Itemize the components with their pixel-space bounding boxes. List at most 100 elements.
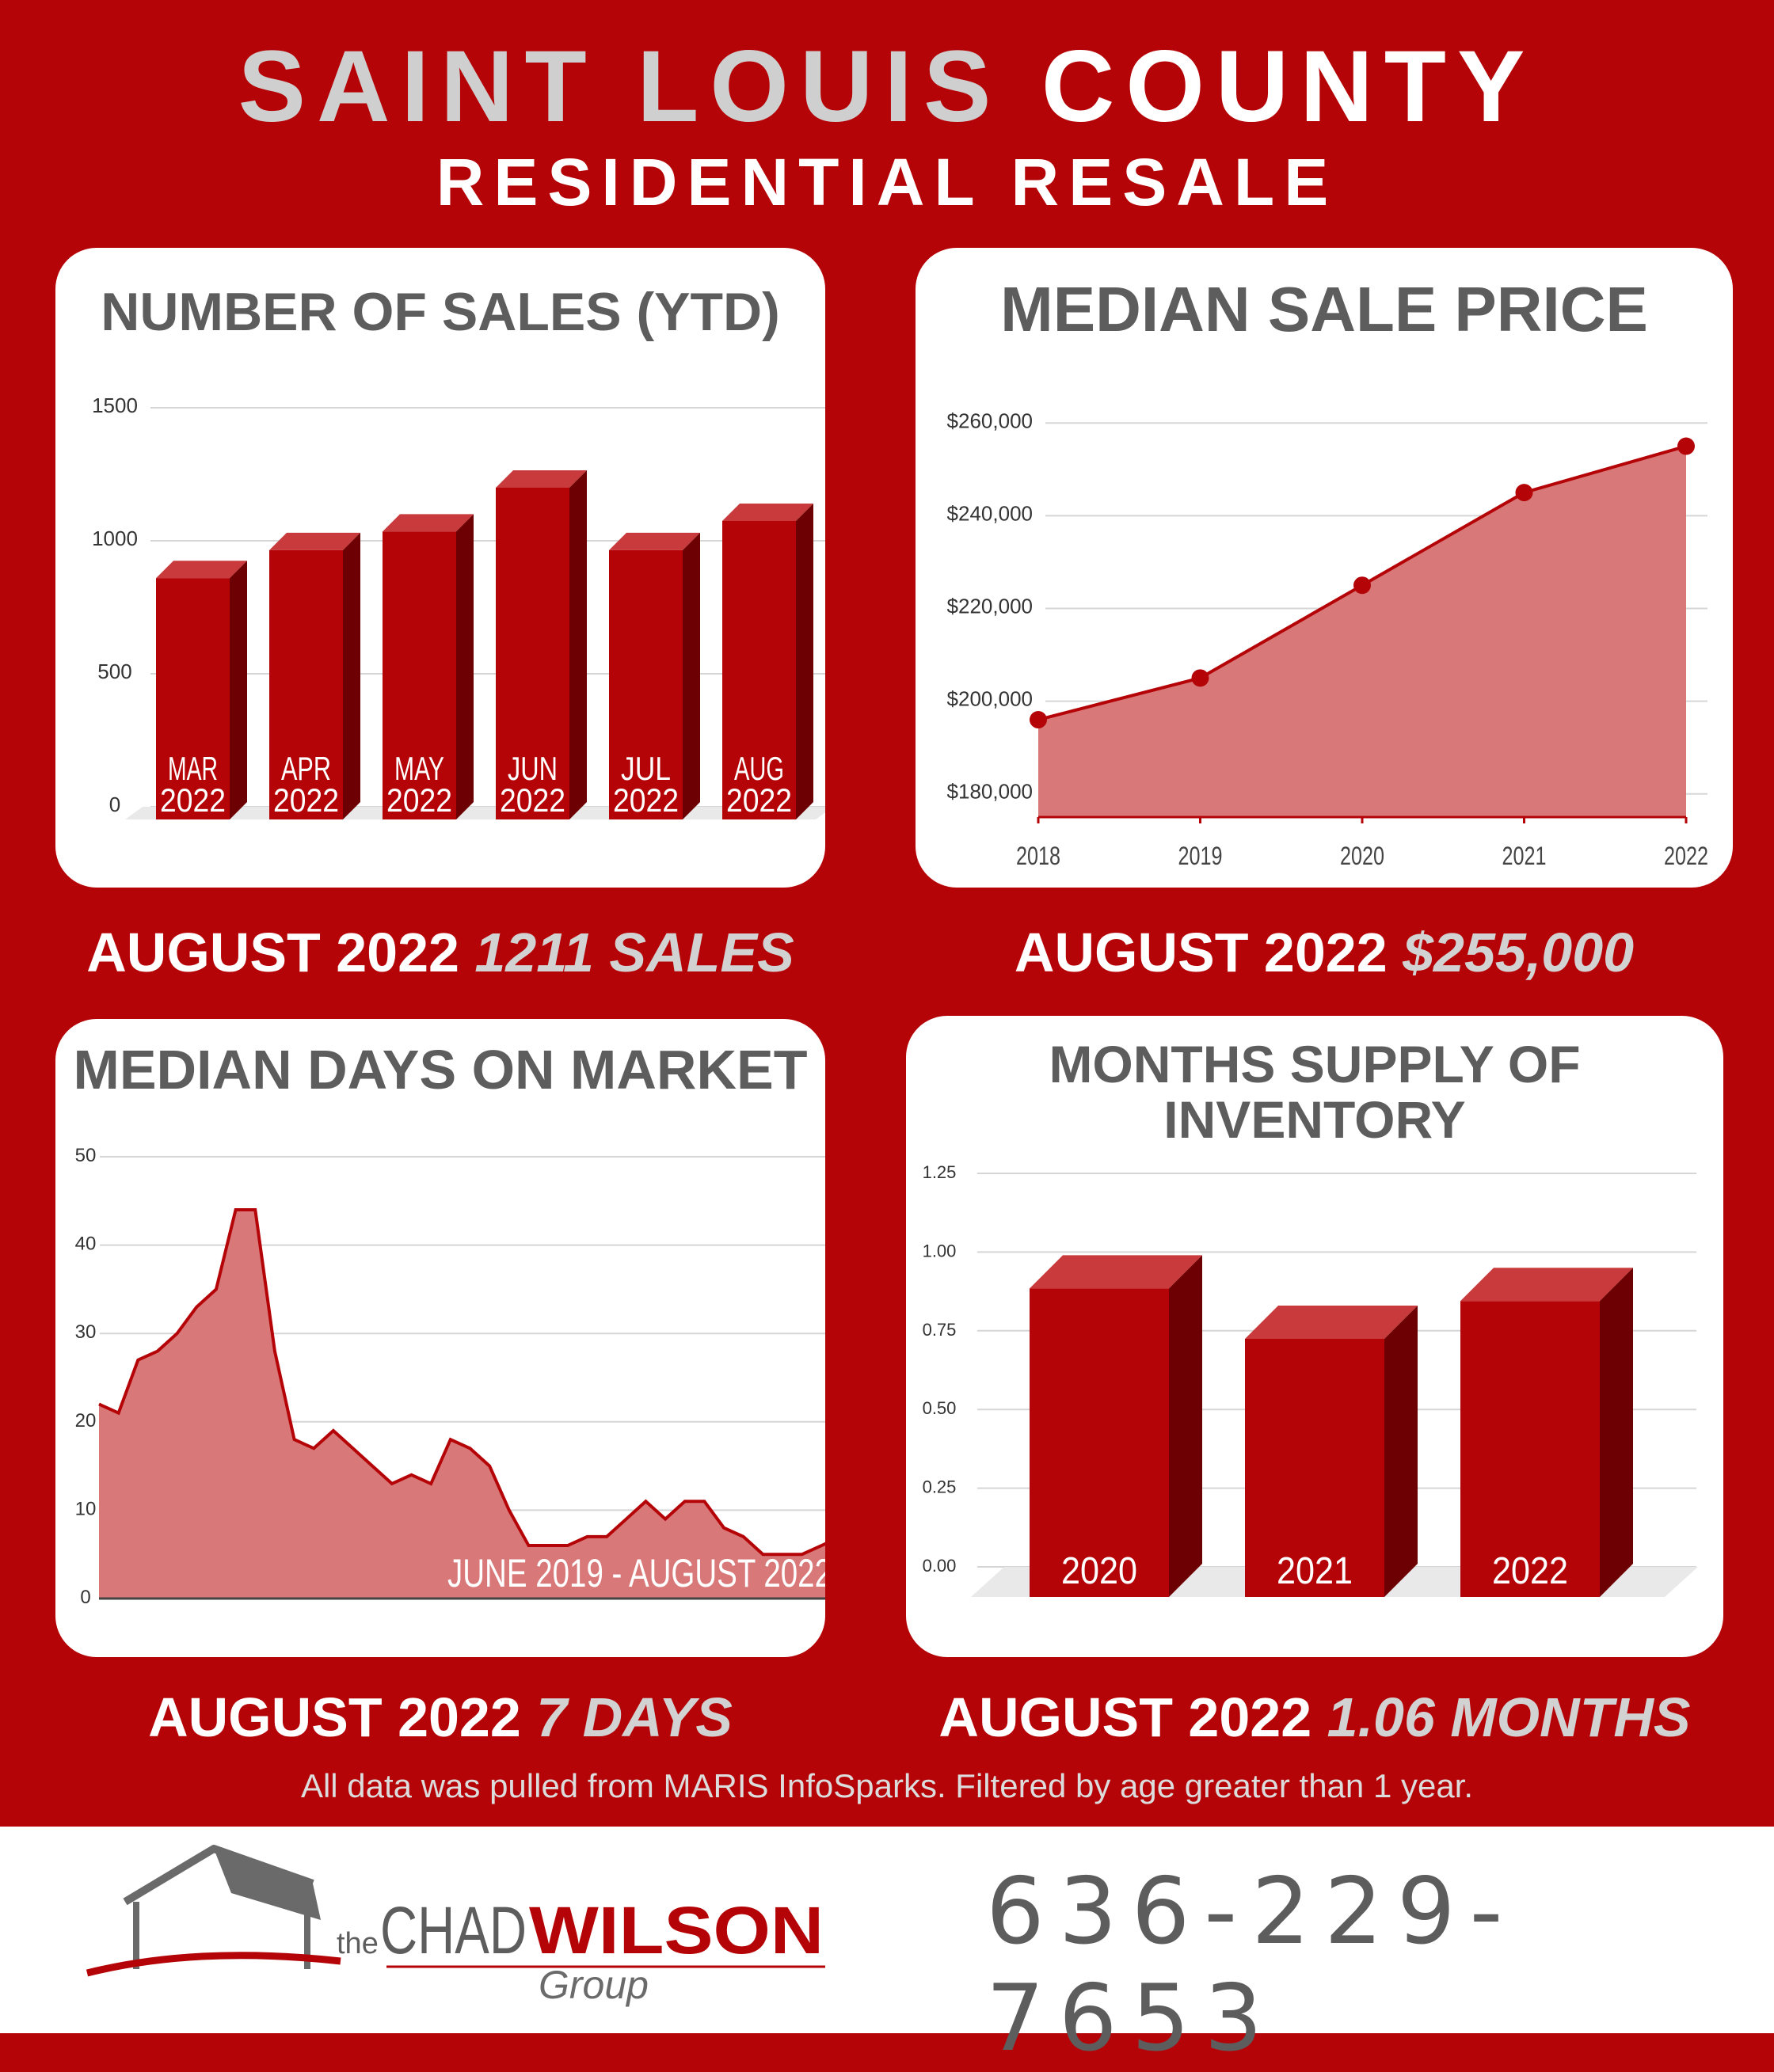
y-tick-label: $220,000 [947, 595, 1033, 618]
bar-top [269, 532, 360, 550]
bar [609, 549, 683, 819]
title-part1: SAINT LOUIS [238, 30, 1003, 143]
data-point [1191, 669, 1209, 687]
bar-label: 2022 [160, 781, 226, 819]
page-title: SAINT LOUIS COUNTY [0, 32, 1774, 143]
y-tick-label: 0.50 [923, 1398, 957, 1418]
price-chart: $180,000 $200,000 $220,000 $240,000 $260,000… [947, 409, 1708, 870]
bar [269, 549, 343, 819]
bar-label: MAY [394, 750, 444, 787]
supply-panel-title: MONTHS SUPPLY OF INVENTORY [906, 1036, 1723, 1147]
logo-wilson: WILSON [529, 1893, 824, 1967]
bar-top [383, 514, 474, 532]
bar-label: 2020 [1061, 1550, 1137, 1592]
bar [1030, 1288, 1169, 1597]
bar-side [796, 503, 813, 819]
bar-top [1030, 1255, 1202, 1289]
data-point [1515, 484, 1533, 502]
days-chart: 0 10 20 30 40 50 JUNE 2019 - AUGUST 2022 [75, 1145, 825, 1608]
sales-chart: 050010001500MAR2022APR2022MAY2022JUN2022… [92, 393, 825, 819]
y-tick-label: 40 [75, 1234, 97, 1255]
sales-summary-date: AUGUST 2022 [86, 922, 459, 983]
y-tick-label: 1500 [92, 393, 138, 417]
bar-top [156, 561, 247, 579]
x-tick-label: 2019 [1178, 842, 1223, 870]
bar [1460, 1301, 1600, 1597]
x-tick-label: 2020 [1340, 842, 1384, 870]
supply-summary-date: AUGUST 2022 [938, 1686, 1312, 1748]
supply-chart: 0.00 0.25 0.50 0.75 1.00 1.25 2020 2021 2022 [923, 1162, 1698, 1597]
y-tick-label: 1.00 [923, 1241, 957, 1260]
x-tick-label: 2022 [1664, 842, 1708, 870]
bar-side [343, 532, 360, 819]
footnote: All data was pulled from MARIS InfoSpark… [300, 1767, 1474, 1804]
bar-label: 2022 [726, 781, 792, 819]
y-tick-label: 500 [97, 660, 131, 683]
phone-number[interactable]: 636-229-7653 [986, 1858, 1517, 2072]
bar-top [722, 503, 813, 521]
house-icon [86, 1845, 341, 1977]
days-summary-value: 7 DAYS [536, 1686, 733, 1748]
logo-group: Group [539, 1963, 649, 2007]
series-line [98, 1207, 825, 1557]
footer: the CHAD WILSON Group 636-229-7653 [0, 1827, 1774, 2072]
y-tick-label: 50 [75, 1145, 97, 1166]
y-tick-label: $240,000 [947, 501, 1033, 525]
x-tick-label: 2018 [1016, 842, 1060, 870]
bar-side [569, 470, 587, 819]
bar-label: 2022 [1492, 1550, 1568, 1592]
bar-top [1460, 1268, 1633, 1302]
y-tick-label: $200,000 [947, 687, 1033, 711]
bar-label: APR [281, 750, 331, 787]
sales-panel-title: NUMBER OF SALES (YTD) [101, 282, 780, 342]
price-summary-date: AUGUST 2022 [1014, 922, 1388, 983]
x-tick-label: 2021 [1502, 842, 1547, 870]
days-panel-title: MEDIAN DAYS ON MARKET [73, 1039, 808, 1101]
page-subtitle: RESIDENTIAL RESALE [436, 145, 1338, 219]
bar [383, 531, 456, 819]
area-fill [1038, 446, 1686, 817]
y-tick-label: $180,000 [947, 780, 1033, 804]
bar [722, 520, 796, 819]
y-tick-label: 20 [75, 1410, 97, 1431]
price-summary-value: $255,000 [1403, 922, 1635, 983]
y-tick-label: 1000 [92, 527, 138, 550]
bar [1245, 1338, 1384, 1597]
bar-side [1600, 1268, 1633, 1597]
y-tick-label: 1.25 [923, 1162, 957, 1182]
area-fill [99, 1209, 825, 1599]
supply-panel: MONTHS SUPPLY OF INVENTORY 0.00 0.25 0.50 0… [906, 1016, 1723, 1657]
bar-side [230, 561, 247, 819]
y-tick-label: 0.25 [923, 1477, 957, 1497]
data-point [1677, 437, 1695, 455]
bar [496, 487, 569, 819]
data-point [1030, 711, 1047, 729]
sales-summary: AUGUST 2022 1211 SALES [55, 921, 825, 984]
bar-label: AUG [734, 750, 784, 787]
logo-chad: CHAD [380, 1893, 527, 1967]
bar-side [683, 532, 700, 819]
y-tick-label: 30 [75, 1321, 97, 1343]
price-panel-title: MEDIAN SALE PRICE [1000, 274, 1648, 344]
title-part2: COUNTY [1041, 30, 1536, 143]
y-tick-label: 0 [109, 793, 120, 816]
y-tick-label: 10 [75, 1498, 97, 1519]
supply-title-line2: INVENTORY [1163, 1090, 1466, 1149]
bar [156, 578, 230, 819]
bar-label: 2022 [613, 781, 679, 819]
bar-label: JUL [621, 750, 671, 787]
bar-side [1384, 1305, 1418, 1597]
bar-label: MAR [168, 750, 218, 787]
sales-panel: NUMBER OF SALES (YTD) 0 500 1000 1500 MAR 202… [55, 248, 825, 888]
data-point [1353, 576, 1371, 595]
bar-label: 2022 [500, 781, 565, 819]
bar-label: 2022 [386, 781, 452, 819]
price-summary: AUGUST 2022 $255,000 [916, 921, 1733, 984]
bar-top [609, 532, 700, 550]
price-panel: MEDIAN SALE PRICE $180,000 $200,000 $220,0… [916, 248, 1733, 888]
supply-title-line1: MONTHS SUPPLY OF [1049, 1035, 1581, 1093]
chart-annotation: JUNE 2019 - AUGUST 2022 [447, 1551, 825, 1595]
days-summary-date: AUGUST 2022 [148, 1686, 521, 1748]
days-panel: MEDIAN DAYS ON MARKET 0 10 20 30 40 50 JUNE 20… [55, 1019, 825, 1657]
y-tick-label: $260,000 [947, 409, 1033, 432]
